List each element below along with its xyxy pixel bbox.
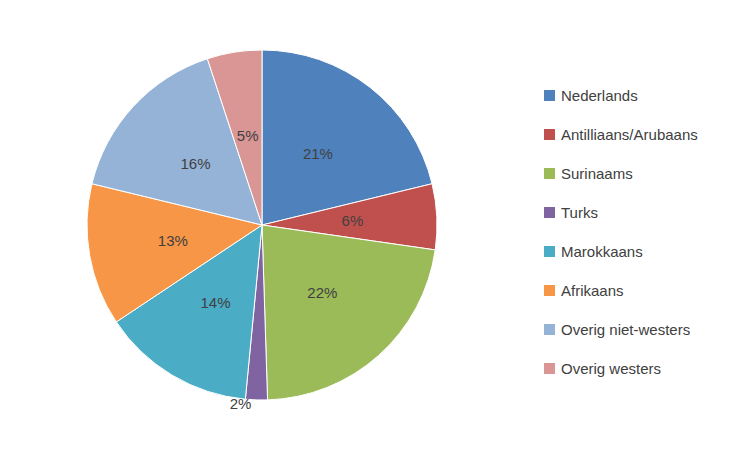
svg-text:Antilliaans/Arubaans: Antilliaans/Arubaans [561,126,698,143]
svg-text:14%: 14% [200,294,230,311]
svg-text:Turks: Turks [561,204,598,221]
svg-text:13%: 13% [158,232,188,249]
svg-text:16%: 16% [181,155,211,172]
svg-text:Surinaams: Surinaams [561,165,633,182]
svg-text:22%: 22% [307,284,337,301]
svg-text:2%: 2% [230,395,252,412]
svg-text:Overig niet-westers: Overig niet-westers [561,321,690,338]
svg-text:Marokkaans: Marokkaans [561,243,643,260]
svg-text:Nederlands: Nederlands [561,87,638,104]
svg-text:21%: 21% [303,145,333,162]
svg-text:Afrikaans: Afrikaans [561,282,624,299]
svg-text:6%: 6% [342,212,364,229]
svg-text:5%: 5% [237,127,259,144]
svg-text:Overig westers: Overig westers [561,360,661,377]
